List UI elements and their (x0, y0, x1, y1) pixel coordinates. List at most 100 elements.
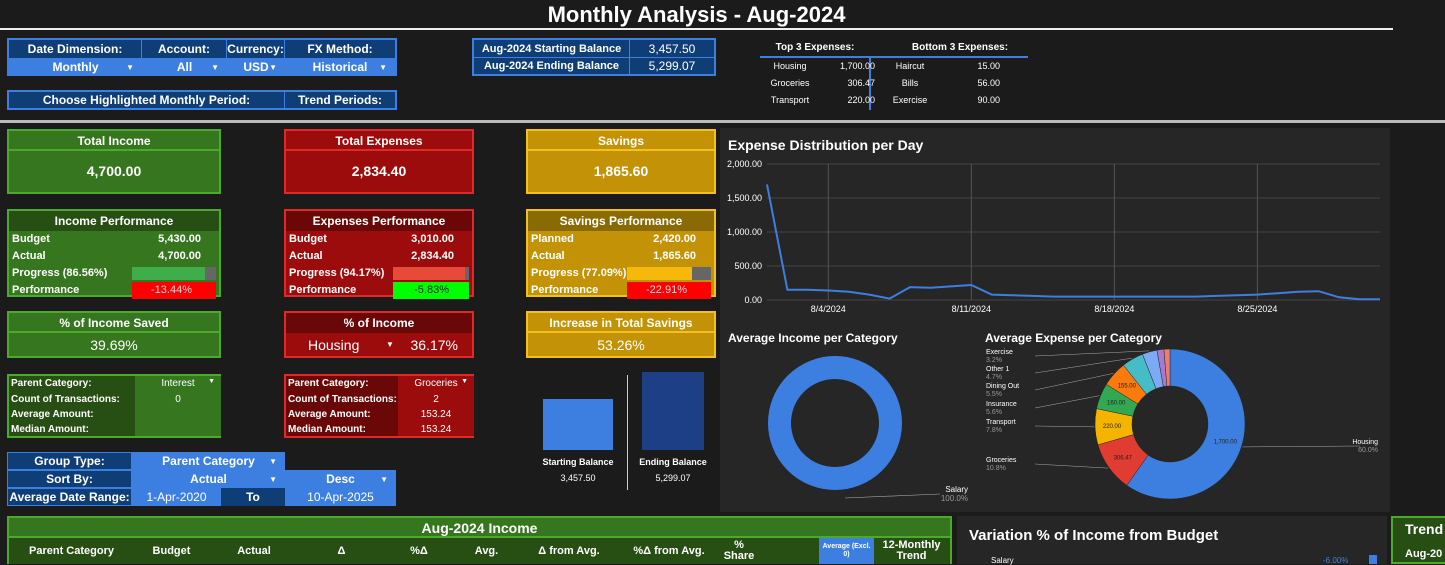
trend-label: Aug-20 (1405, 548, 1443, 560)
highlight-period-label[interactable]: Choose Highlighted Monthly Period: (9, 92, 285, 108)
increase-savings-value: 53.26% (597, 337, 645, 353)
dropdown-arrow-icon: ▼ (211, 62, 219, 72)
expense-series-line (766, 184, 1380, 301)
date-dimension-select[interactable]: Monthly ▼ (9, 58, 142, 76)
expenses-progress-bar (393, 267, 469, 280)
income-saved-value: 39.69% (90, 337, 138, 353)
pct-category-select[interactable]: Housing ▼ 36.17% (286, 333, 472, 357)
expense-pie-title: Average Expense per Category (985, 331, 1162, 345)
income-actual: 4,700.00 (158, 250, 201, 262)
ending-balance-label: Aug-2024 Ending Balance (474, 57, 630, 74)
pct-of-income-value: 36.17% (410, 337, 458, 353)
sort-by-label: Sort By: (7, 470, 132, 488)
date-range-from[interactable]: 1-Apr-2020 (132, 488, 221, 506)
group-type-label: Group Type: (7, 452, 132, 470)
sort-by-value: Actual (190, 472, 227, 486)
slice-value-label: 155.00 (1118, 383, 1137, 389)
expense-rank-value: 56.00 (977, 78, 1000, 88)
expense-category-stats: Parent Category: Groceries ▼ Count of Tra… (284, 374, 474, 438)
date-range-to-label: To (221, 488, 285, 506)
date-range-to[interactable]: 10-Apr-2025 (285, 488, 396, 506)
fx-select[interactable]: Historical ▼ (285, 58, 395, 76)
pie-label: Housing (1352, 439, 1378, 446)
expense-rank-name: Housing (773, 61, 807, 71)
income-progress-bar (132, 267, 216, 280)
sort-order-select[interactable]: Desc ▼ (285, 470, 396, 488)
variation-title: Variation % of Income from Budget (969, 527, 1219, 544)
dropdown-arrow-icon: ▼ (269, 456, 277, 466)
variation-panel: Variation % of Income from Budget Salary… (957, 516, 1387, 565)
currency-value: USD (243, 60, 269, 74)
leader-line (1034, 373, 1114, 391)
income-table-title: Aug-2024 Income (9, 518, 950, 538)
dropdown-arrow-icon: ▼ (380, 474, 388, 484)
performance-label: Performance (531, 284, 599, 296)
account-label: Account: (142, 40, 227, 58)
income-budget: 5,430.00 (158, 233, 201, 245)
pie-label: Groceries (986, 457, 1017, 464)
starting-balance-label: Aug-2024 Starting Balance (474, 40, 630, 57)
account-select[interactable]: All ▼ (142, 58, 227, 76)
dropdown-arrow-icon: ▼ (269, 474, 277, 484)
top-bottom-expenses: Top 3 Expenses: Bottom 3 Expenses: Housi… (760, 40, 1030, 110)
trend-title: Trend (1405, 521, 1444, 537)
pie-label-value: 7.8% (986, 427, 1002, 434)
actual-label: Actual (289, 250, 323, 262)
expense-parent-value: Groceries (414, 378, 458, 389)
ending-balance-value: 5,299.07 (630, 57, 714, 74)
expense-rank-value: 1,700.00 (839, 61, 875, 71)
total-expenses-value: 2,834.40 (351, 163, 407, 179)
expense-distribution-chart: 2,000.00 1,500.00 1,000.00 500.00 0.00 8/4/20… (727, 159, 1380, 314)
actual-label: Actual (531, 250, 565, 262)
x-tick-label: 8/4/2024 (811, 304, 846, 314)
balance-summary: Aug-2024 Starting Balance 3,457.50 Aug-2… (472, 38, 716, 76)
income-saved-title: % of Income Saved (9, 313, 219, 333)
avg-label: Average Amount: (288, 409, 371, 420)
expense-avg: 153.24 (420, 409, 452, 420)
income-category-stats: Parent Category: Interest ▼ Count of Tran… (7, 374, 221, 438)
page-title: Monthly Analysis - Aug-2024 (0, 0, 1393, 30)
sort-order-value: Desc (326, 472, 355, 486)
slice-value-label: 160.00 (1107, 400, 1126, 406)
ending-balance-bar-value: 5,299.07 (655, 473, 691, 483)
slice-value-label: 220.00 (1103, 424, 1122, 430)
progress-label: Progress (77.09%) (531, 267, 627, 279)
pct-of-income-title: % of Income (286, 313, 472, 333)
expense-rank-value: 90.00 (977, 95, 1000, 105)
pie-label: Insurance (986, 401, 1017, 408)
expenses-actual: 2,834.40 (411, 250, 454, 262)
savings-planned: 2,420.00 (653, 233, 696, 245)
sort-by-select[interactable]: Actual ▼ (132, 470, 285, 488)
average-type-select[interactable]: Average (Excl. 0) (819, 538, 874, 564)
savings-performance: -22.91% (627, 282, 711, 299)
savings-actual: 1,865.60 (653, 250, 696, 262)
total-income-title: Total Income (9, 131, 219, 151)
trend-panel: Trend Aug-20 (1391, 516, 1445, 564)
income-parent-select[interactable]: Interest ▼ (135, 378, 221, 389)
avg-label: Average Amount: (11, 409, 94, 420)
median-label: Median Amount: (288, 424, 366, 435)
dropdown-arrow-icon: ▼ (269, 62, 277, 72)
dropdown-arrow-icon: ▼ (126, 62, 134, 72)
pie-label: Dining Out (986, 383, 1019, 390)
dropdown-arrow-icon: ▼ (461, 378, 468, 385)
expense-parent-select[interactable]: Groceries ▼ (398, 378, 474, 389)
parent-category-label: Parent Category: (288, 378, 369, 389)
variation-value: -6.00% (1323, 556, 1349, 565)
ending-balance-bar (642, 372, 704, 450)
progress-fill (393, 267, 465, 280)
income-table: Aug-2024 Income Parent Category Budget Act… (7, 516, 952, 564)
x-tick-label: 8/18/2024 (1094, 304, 1134, 314)
savings-performance-title: Savings Performance (528, 211, 714, 231)
pie-slice (1163, 348, 1171, 387)
pie-slice (768, 356, 902, 490)
group-type-select[interactable]: Parent Category ▼ (132, 452, 285, 470)
expense-median: 153.24 (420, 424, 452, 435)
budget-label: Budget (289, 233, 327, 245)
progress-fill (132, 267, 205, 280)
currency-select[interactable]: USD ▼ (227, 58, 285, 76)
trend-periods-label[interactable]: Trend Periods: (297, 93, 383, 107)
expense-distribution-title: Expense Distribution per Day (728, 137, 924, 153)
slice-value-label: 1,700.00 (1214, 440, 1238, 446)
savings-title: Savings (528, 131, 714, 151)
